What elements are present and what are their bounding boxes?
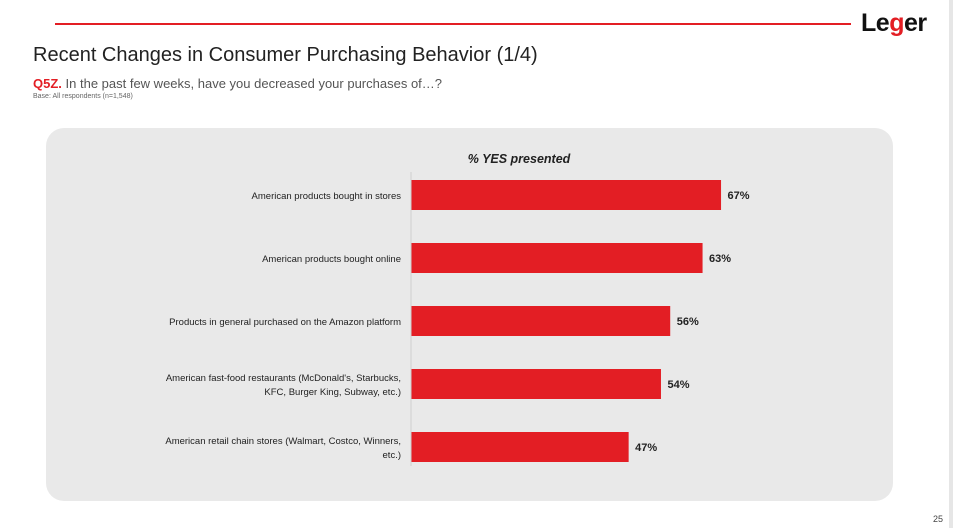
chart-title: % YES presented bbox=[468, 152, 571, 166]
value-label-4: 54% bbox=[667, 379, 689, 391]
value-label-5: 47% bbox=[635, 442, 657, 454]
category-label-1-line-1: American products bought in stores bbox=[252, 191, 402, 202]
page-number: 25 bbox=[932, 514, 943, 524]
value-label-1: 67% bbox=[728, 190, 750, 202]
category-label-4-line-2: KFC, Burger King, Subway, etc.) bbox=[264, 387, 401, 398]
logo-text-post: er bbox=[903, 9, 927, 37]
chart-panel: % YES presented 67% American products boug… bbox=[46, 128, 893, 501]
category-label-5-line-1: American retail chain stores (Walmart, C… bbox=[165, 436, 401, 447]
base-note: Base: All respondents (n=1,548) bbox=[33, 93, 133, 100]
category-label-5-line-2: etc.) bbox=[383, 450, 401, 461]
category-label-3: Products in general purchased on the Ama… bbox=[169, 317, 401, 328]
value-label-2: 63% bbox=[709, 253, 731, 265]
slide-edge bbox=[949, 0, 953, 528]
logo-text-g: g bbox=[889, 9, 904, 37]
question: Q5Z. In the past few weeks, have you dec… bbox=[33, 76, 442, 91]
page-title: Recent Changes in Consumer Purchasing Be… bbox=[33, 44, 538, 66]
bar-4 bbox=[411, 369, 661, 399]
question-text: In the past few weeks, have you decrease… bbox=[61, 76, 443, 91]
category-label-4-line-1: American fast-food restaurants (McDonald… bbox=[166, 373, 401, 384]
category-label-2: American products bought online bbox=[262, 254, 401, 265]
bar-chart: % YES presented 67% American products boug… bbox=[165, 152, 750, 466]
category-label-2-line-1: American products bought online bbox=[262, 254, 401, 265]
bar-3 bbox=[411, 306, 671, 336]
header-rule bbox=[55, 23, 851, 25]
bar-5 bbox=[411, 432, 629, 462]
question-id: Q5Z. bbox=[33, 76, 62, 91]
logo-text-pre: Le bbox=[861, 9, 890, 37]
category-label-3-line-1: Products in general purchased on the Ama… bbox=[169, 317, 401, 328]
category-label-5: American retail chain stores (Walmart, C… bbox=[165, 436, 401, 461]
bar-2 bbox=[411, 243, 703, 273]
bar-1 bbox=[411, 180, 722, 210]
leger-logo: Leger bbox=[861, 8, 927, 38]
category-label-4: American fast-food restaurants (McDonald… bbox=[166, 373, 401, 398]
category-label-1: American products bought in stores bbox=[252, 191, 402, 202]
value-label-3: 56% bbox=[677, 316, 699, 328]
